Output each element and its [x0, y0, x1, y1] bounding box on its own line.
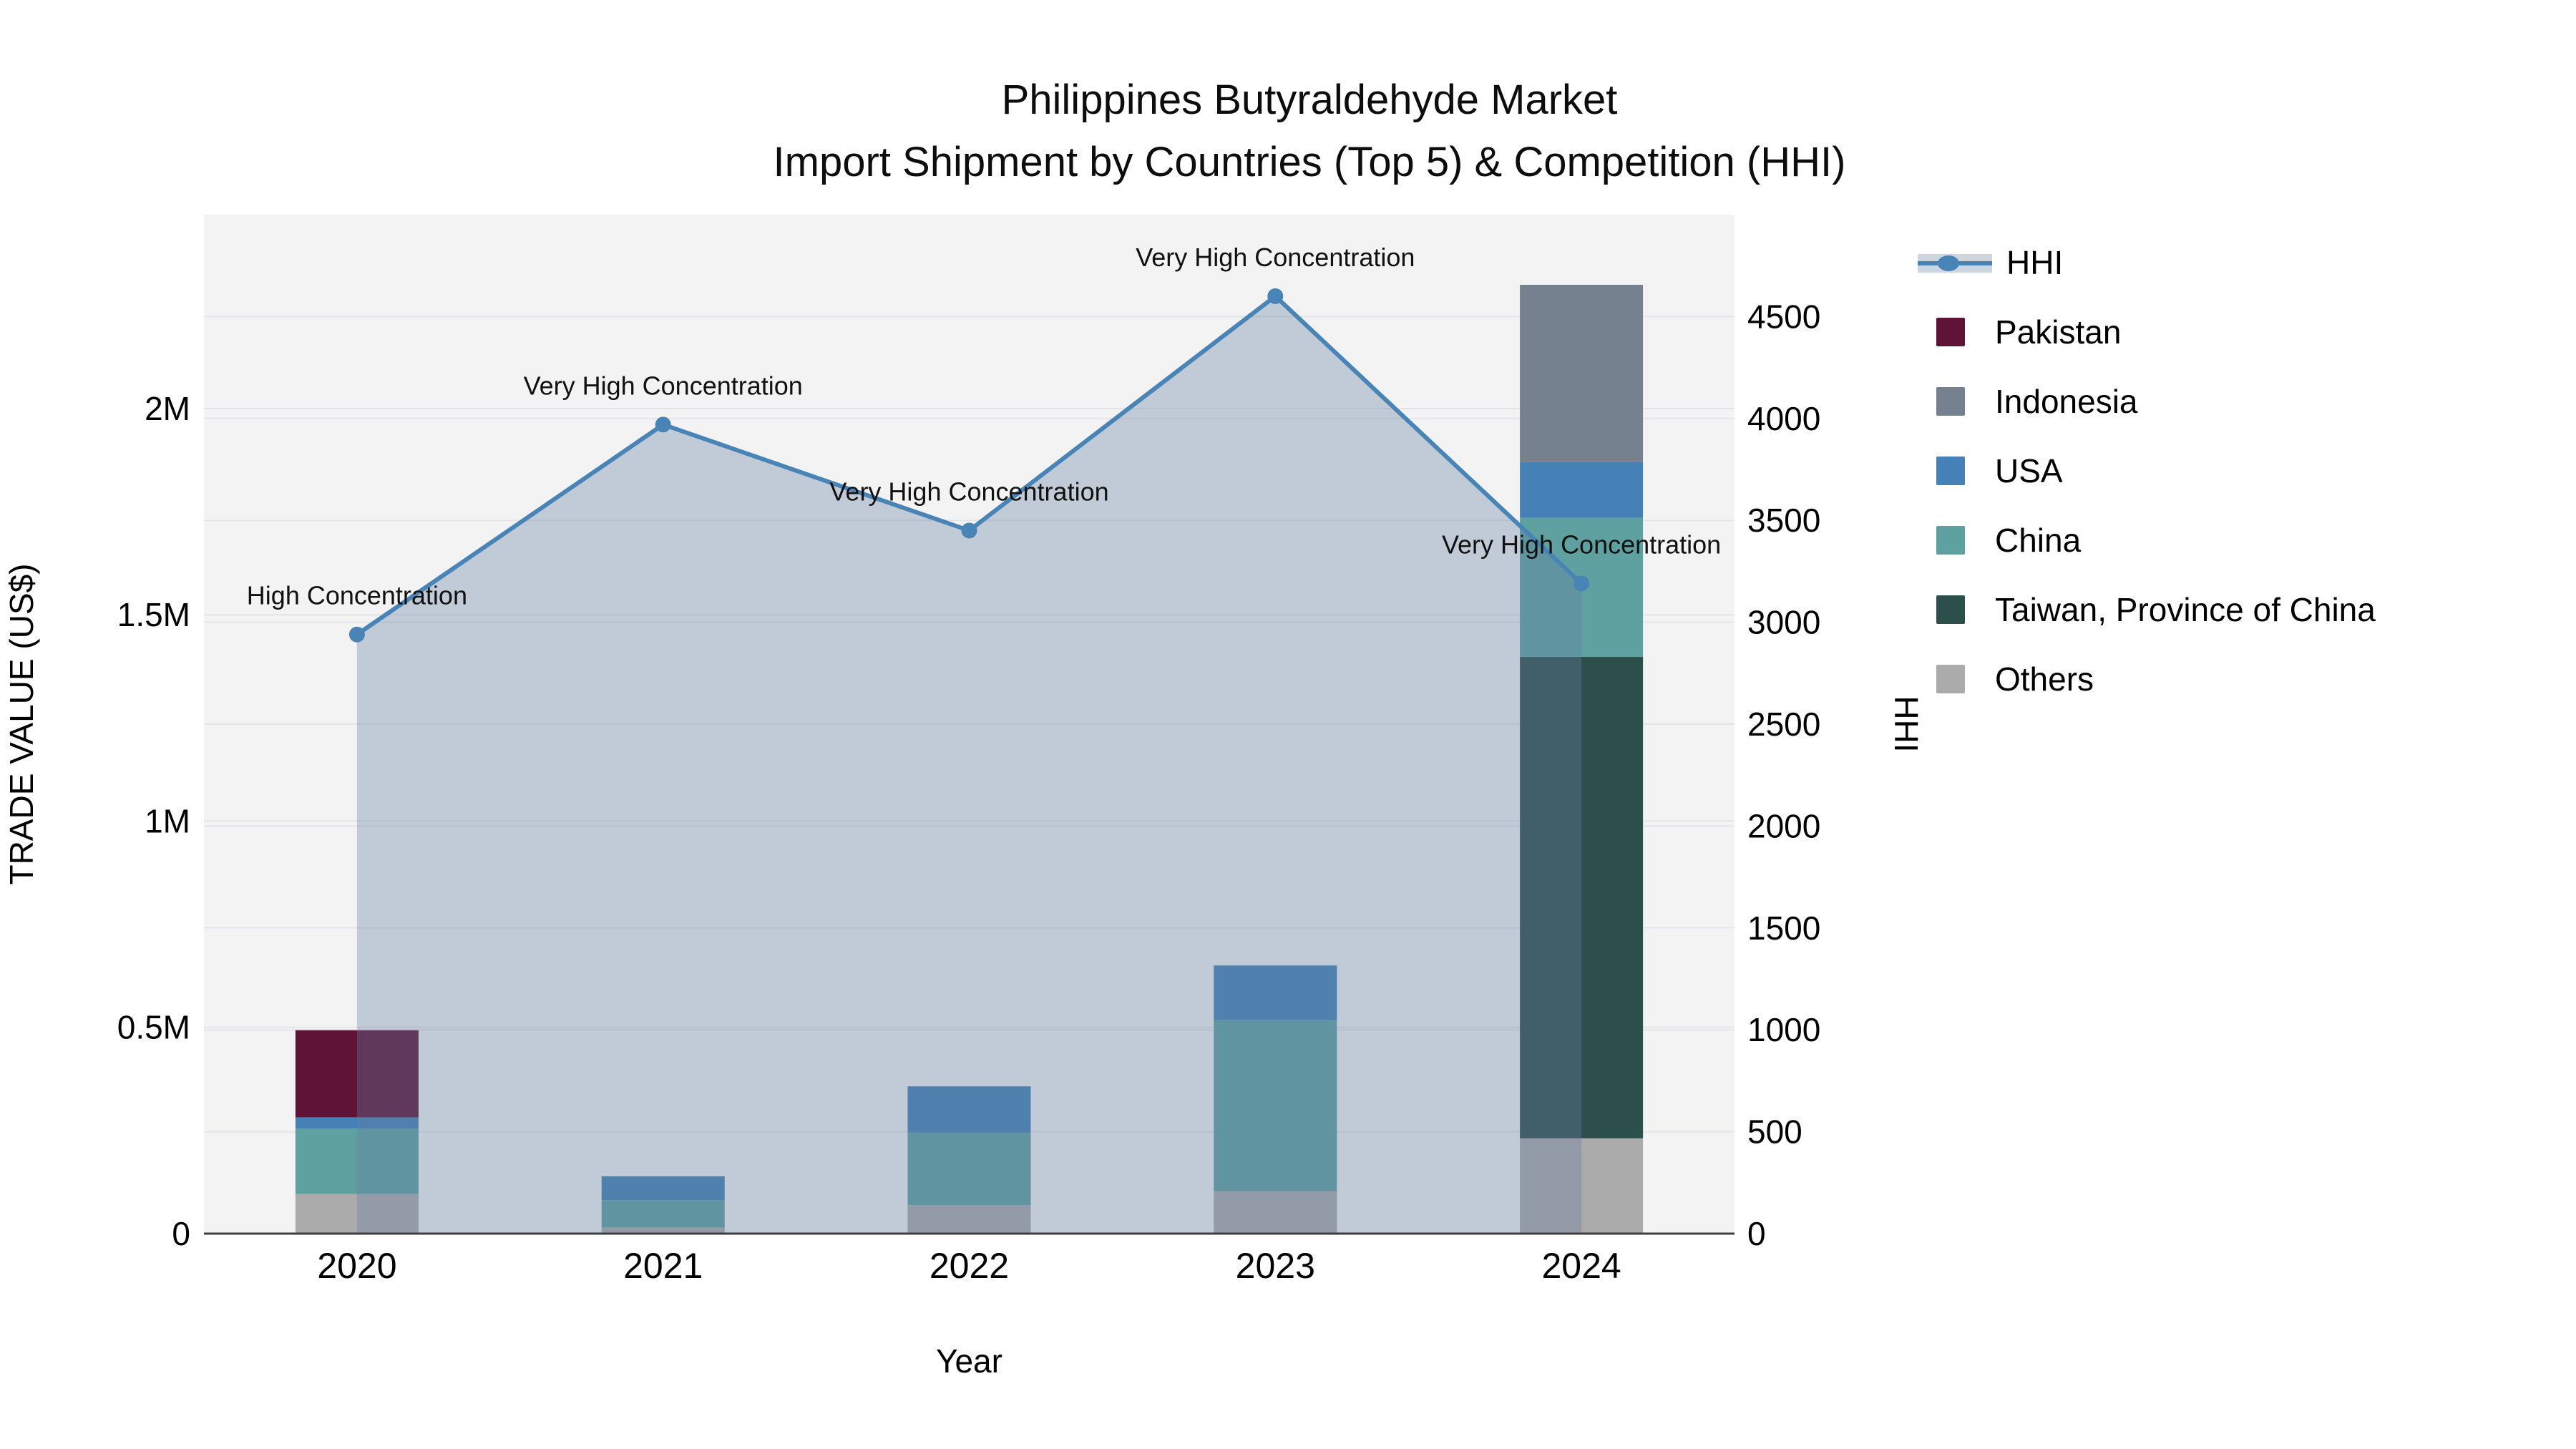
bar-segment-usa-2023[interactable]	[1214, 965, 1337, 1020]
bar-segment-china-2023[interactable]	[1214, 1020, 1337, 1191]
bar-segment-china-2020[interactable]	[295, 1128, 419, 1194]
hhi-line-swatch-icon	[1918, 248, 1992, 277]
bar-segment-indonesia-2024[interactable]	[1520, 285, 1644, 462]
y-left-axis-title: TRADE VALUE (US$)	[3, 563, 40, 884]
legend-label: Indonesia	[1995, 382, 2138, 420]
bar-segment-pakistan-2020[interactable]	[295, 1030, 419, 1118]
legend-swatch-icon	[1936, 664, 1965, 693]
hhi-swatch-part	[1938, 255, 1959, 271]
legend-item-indonesia[interactable]: Indonesia	[1918, 366, 2376, 436]
hhi-marker-2020[interactable]	[348, 626, 365, 643]
hhi-marker-2021[interactable]	[655, 416, 671, 433]
y-right-tick-500: 500	[1747, 1113, 1802, 1151]
legend-label: HHI	[2006, 243, 2064, 281]
y-left-tick-0.5M: 0.5M	[117, 1009, 190, 1046]
legend-swatch-icon	[1936, 595, 1965, 624]
legend-item-taiwan-province-of-china[interactable]: Taiwan, Province of China	[1918, 575, 2376, 644]
legend-item-china[interactable]: China	[1918, 505, 2376, 575]
legend-item-usa[interactable]: USA	[1918, 436, 2376, 505]
y-right-tick-1500: 1500	[1747, 909, 1820, 947]
bar-segment-others-2022[interactable]	[907, 1205, 1031, 1234]
legend-label: USA	[1995, 452, 2063, 489]
legend-label: China	[1995, 521, 2082, 559]
bar-segment-taiwan-province-of-china-2024[interactable]	[1520, 657, 1644, 1138]
x-tick-2021: 2021	[623, 1246, 703, 1286]
legend: HHI Pakistan Indonesia USA China Taiwan, Prov…	[1918, 228, 2376, 713]
legend-label: Others	[1995, 660, 2094, 698]
bar-segment-usa-2020[interactable]	[295, 1117, 419, 1128]
hhi-marker-2024[interactable]	[1574, 575, 1590, 592]
bar-segment-others-2021[interactable]	[601, 1227, 725, 1234]
bar-segment-china-2021[interactable]	[601, 1200, 725, 1228]
x-tick-2023: 2023	[1236, 1246, 1315, 1286]
bar-segment-china-2022[interactable]	[907, 1132, 1031, 1206]
y-right-tick-4500: 4500	[1747, 298, 1820, 335]
annotation-2024: Very High Concentration	[1442, 530, 1721, 559]
y-right-tick-1000: 1000	[1747, 1011, 1820, 1048]
chart-title: Philippines Butyraldehyde Market Import …	[0, 69, 2576, 193]
legend-item-hhi[interactable]: HHI	[1918, 228, 2376, 297]
hhi-marker-2022[interactable]	[961, 522, 977, 539]
y-left-tick-0: 0	[172, 1215, 190, 1252]
y-right-tick-4000: 4000	[1747, 400, 1820, 437]
legend-label: Taiwan, Province of China	[1995, 590, 2376, 628]
y-right-tick-3500: 3500	[1747, 502, 1820, 539]
legend-item-others[interactable]: Others	[1918, 644, 2376, 713]
annotation-2020: High Concentration	[247, 581, 467, 610]
y-right-tick-2000: 2000	[1747, 807, 1820, 844]
legend-swatch-icon	[1936, 525, 1965, 555]
bar-segment-others-2020[interactable]	[295, 1194, 419, 1234]
legend-swatch-icon	[1936, 456, 1965, 485]
legend-label: Pakistan	[1995, 313, 2122, 351]
legend-swatch-icon	[1936, 386, 1965, 416]
x-tick-2024: 2024	[1541, 1246, 1621, 1286]
y-right-tick-3000: 3000	[1747, 604, 1820, 641]
y-left-tick-1M: 1M	[145, 802, 190, 839]
y-right-tick-2500: 2500	[1747, 706, 1820, 743]
x-axis-title: Year	[936, 1342, 1002, 1380]
bar-segment-others-2024[interactable]	[1520, 1138, 1644, 1234]
x-tick-2020: 2020	[317, 1246, 396, 1286]
hhi-marker-2023[interactable]	[1267, 288, 1284, 304]
y-right-tick-0: 0	[1747, 1215, 1766, 1252]
hhi-area-fill	[356, 296, 1582, 1234]
bar-segment-usa-2022[interactable]	[907, 1086, 1031, 1133]
annotation-2021: Very High Concentration	[524, 371, 803, 400]
x-tick-2022: 2022	[930, 1246, 1009, 1286]
legend-item-pakistan[interactable]: Pakistan	[1918, 297, 2376, 366]
y-left-tick-2M: 2M	[145, 390, 190, 427]
legend-swatch-icon	[1936, 317, 1965, 346]
chart-title-line1: Philippines Butyraldehyde Market	[1001, 77, 1618, 123]
chart-title-line2: Import Shipment by Countries (Top 5) & C…	[773, 139, 1846, 185]
bar-segment-usa-2024[interactable]	[1520, 462, 1644, 518]
bar-segment-usa-2021[interactable]	[601, 1176, 725, 1201]
y-right-axis-title: HHI	[1888, 696, 1925, 752]
bar-segment-others-2023[interactable]	[1214, 1191, 1337, 1234]
annotation-2023: Very High Concentration	[1136, 243, 1415, 272]
y-left-tick-1.5M: 1.5M	[117, 596, 190, 633]
annotation-2022: Very High Concentration	[829, 477, 1108, 506]
